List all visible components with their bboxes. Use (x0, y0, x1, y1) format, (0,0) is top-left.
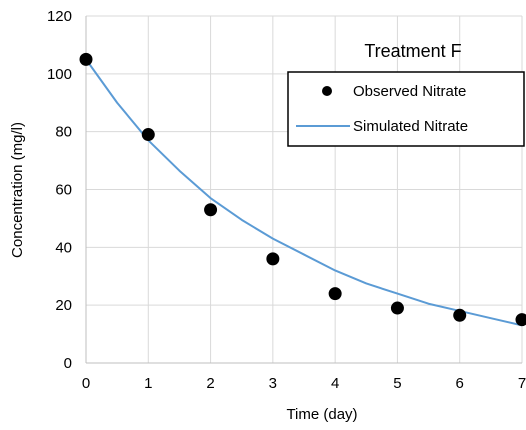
y-tick-label: 20 (55, 297, 72, 314)
legend-box (287, 71, 525, 147)
observed-nitrate-point (79, 52, 93, 66)
observed-nitrate-point (266, 252, 280, 266)
observed-nitrate-point (141, 128, 155, 142)
y-tick-label: 0 (64, 355, 72, 372)
simulated-series (85, 58, 523, 327)
y-tick-label: 60 (55, 182, 72, 199)
x-tick-label: 3 (269, 375, 277, 392)
observed-nitrate-point (204, 203, 218, 217)
observed-nitrate-point (453, 308, 467, 322)
y-tick-label: 100 (47, 66, 72, 83)
observed-nitrate-point (328, 287, 342, 301)
x-tick-label: 7 (518, 375, 526, 392)
tick-labels: 0 20 40 60 80 100 120 0 1 2 3 4 5 6 7 (47, 8, 526, 392)
y-tick-label: 40 (55, 239, 72, 256)
y-tick-label: 80 (55, 124, 72, 141)
legend-simulated-label: Simulated Nitrate (353, 118, 468, 135)
simulated-nitrate-line (85, 58, 523, 327)
y-tick-label: 120 (47, 8, 72, 25)
x-tick-label: 4 (331, 375, 339, 392)
y-axis-title: Concentration (mg/l) (9, 122, 26, 258)
chart-title: Treatment F (364, 41, 461, 61)
x-tick-label: 5 (393, 375, 401, 392)
x-tick-label: 2 (206, 375, 214, 392)
observed-series (79, 52, 526, 327)
observed-nitrate-point (390, 301, 404, 315)
axes (85, 16, 522, 364)
observed-nitrate-point (515, 313, 526, 327)
legend-observed-marker (322, 86, 332, 96)
x-tick-label: 0 (82, 375, 90, 392)
x-axis-title: Time (day) (286, 406, 357, 423)
legend-observed-label: Observed Nitrate (353, 83, 466, 100)
legend: Observed Nitrate Simulated Nitrate (287, 71, 525, 147)
x-tick-label: 6 (456, 375, 464, 392)
x-tick-label: 1 (144, 375, 152, 392)
